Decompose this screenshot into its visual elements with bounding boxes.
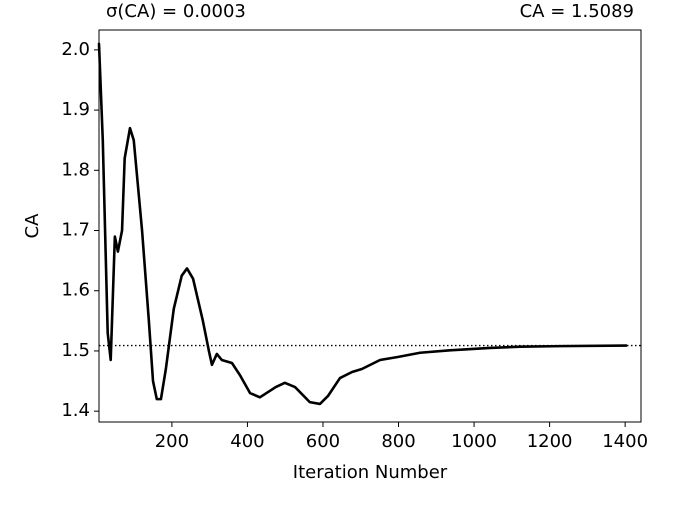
plot-frame — [98, 29, 642, 423]
x-tick-label: 800 — [381, 431, 415, 452]
y-tick-label: 1.7 — [61, 220, 90, 241]
title-left: σ(CA) = 0.0003 — [106, 1, 246, 22]
y-tick-label: 2.0 — [61, 39, 90, 60]
y-tick-label: 1.9 — [61, 99, 90, 120]
y-tick-label: 1.6 — [61, 280, 90, 301]
x-axis-label: Iteration Number — [293, 462, 448, 483]
x-tick-label: 200 — [155, 431, 189, 452]
x-tick-label: 400 — [230, 431, 264, 452]
x-tick-label: 1400 — [602, 431, 648, 452]
title-right: CA = 1.5089 — [520, 1, 634, 22]
x-tick-label: 600 — [306, 431, 340, 452]
y-tick-label: 1.4 — [61, 400, 90, 421]
data-line — [97, 42, 628, 406]
x-tick-label: 1200 — [527, 431, 573, 452]
y-tick-label: 1.5 — [61, 340, 90, 361]
x-tick-label: 1000 — [451, 431, 497, 452]
y-tick-label: 1.8 — [61, 159, 90, 180]
y-axis-label: CA — [22, 213, 43, 239]
